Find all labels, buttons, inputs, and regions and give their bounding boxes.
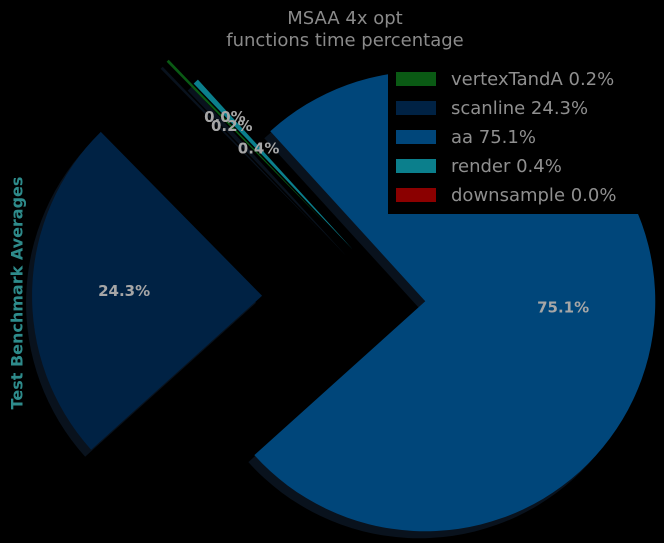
legend-swatch <box>396 101 436 115</box>
data-label: 24.3% <box>98 282 150 300</box>
chart-subtitle: functions time percentage <box>226 30 464 51</box>
wedge-shadow <box>187 86 347 257</box>
legend-label: scanline 24.3% <box>451 98 588 119</box>
legend-label: aa 75.1% <box>451 127 536 148</box>
legend-label: render 0.4% <box>451 156 562 177</box>
legend-swatch <box>396 188 436 202</box>
data-label: 0.0% <box>204 108 246 126</box>
wedge-shadow <box>160 66 322 233</box>
legend-swatch <box>396 130 436 144</box>
wedge <box>166 59 328 226</box>
legend: vertexTandA 0.2% scanline 24.3% aa 75.1% re… <box>388 64 655 214</box>
legend-label: vertexTandA 0.2% <box>451 69 614 90</box>
legend-swatch <box>396 159 436 173</box>
wedge <box>193 79 353 250</box>
wedge <box>32 131 263 450</box>
data-label: 0.2% <box>211 117 253 135</box>
data-label: 75.1% <box>537 299 589 317</box>
data-label: 0.4% <box>238 139 280 157</box>
legend-label: downsample 0.0% <box>451 185 616 206</box>
wedge-shadow <box>155 57 315 224</box>
legend-swatch <box>396 72 436 86</box>
chart-title: MSAA 4x opt <box>287 8 402 29</box>
wedge <box>161 50 321 217</box>
y-axis-label: Test Benchmark Averages <box>8 177 27 410</box>
